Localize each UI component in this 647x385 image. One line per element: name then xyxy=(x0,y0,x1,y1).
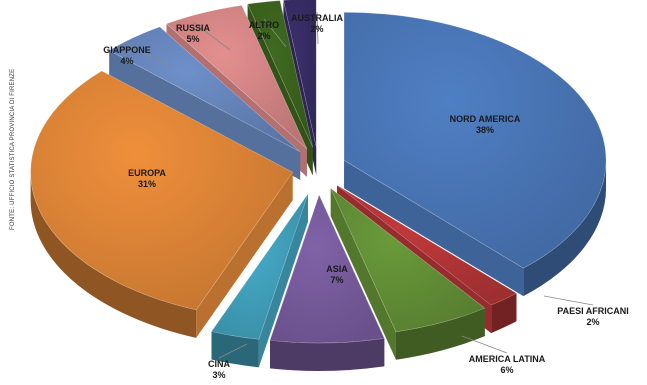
pie-slice-america-latina xyxy=(330,188,486,360)
slice-value-russia: 5% xyxy=(186,34,199,44)
pie-slice-cina xyxy=(211,193,309,368)
slice-label-paesi-africani: PAESI AFRICANI xyxy=(557,306,629,316)
slice-label-america-latina: AMERICA LATINA xyxy=(469,354,546,364)
leader-line-giappone xyxy=(126,43,171,67)
slice-value-america-latina: 6% xyxy=(500,365,513,375)
pie-slice-giappone xyxy=(108,26,301,180)
slice-value-europa: 31% xyxy=(138,179,156,189)
slice-value-nord-america: 38% xyxy=(476,125,494,135)
slice-label-europa: EUROPA xyxy=(128,168,166,178)
leader-line-paesi-africani xyxy=(543,295,594,306)
slice-value-australia: 2% xyxy=(310,24,323,34)
leader-line-australia xyxy=(316,11,319,45)
leader-line-russia xyxy=(192,21,231,51)
slice-value-paesi-africani: 2% xyxy=(586,317,599,327)
slice-value-cina: 3% xyxy=(212,370,225,380)
slice-value-altro: 2% xyxy=(257,31,270,41)
leader-line-altro xyxy=(263,18,287,48)
slice-label-altro: ALTRO xyxy=(249,20,279,30)
slice-label-australia: AUSTRALIA xyxy=(291,13,343,23)
slice-label-giappone: GIAPPONE xyxy=(103,45,151,55)
slice-label-asia: ASIA xyxy=(326,264,348,274)
slice-value-asia: 7% xyxy=(330,275,343,285)
slice-label-nord-america: NORD AMERICA xyxy=(450,114,521,124)
slice-label-russia: RUSSIA xyxy=(176,23,211,33)
leader-line-cina xyxy=(218,343,248,359)
pie-slice-asia xyxy=(269,194,385,371)
slice-value-giappone: 4% xyxy=(120,56,133,66)
leader-line-america-latina xyxy=(461,335,508,354)
pie-slice-europa xyxy=(30,70,294,338)
pie-slice-nord-america xyxy=(343,11,607,297)
slice-label-cina: CINA xyxy=(208,359,230,369)
